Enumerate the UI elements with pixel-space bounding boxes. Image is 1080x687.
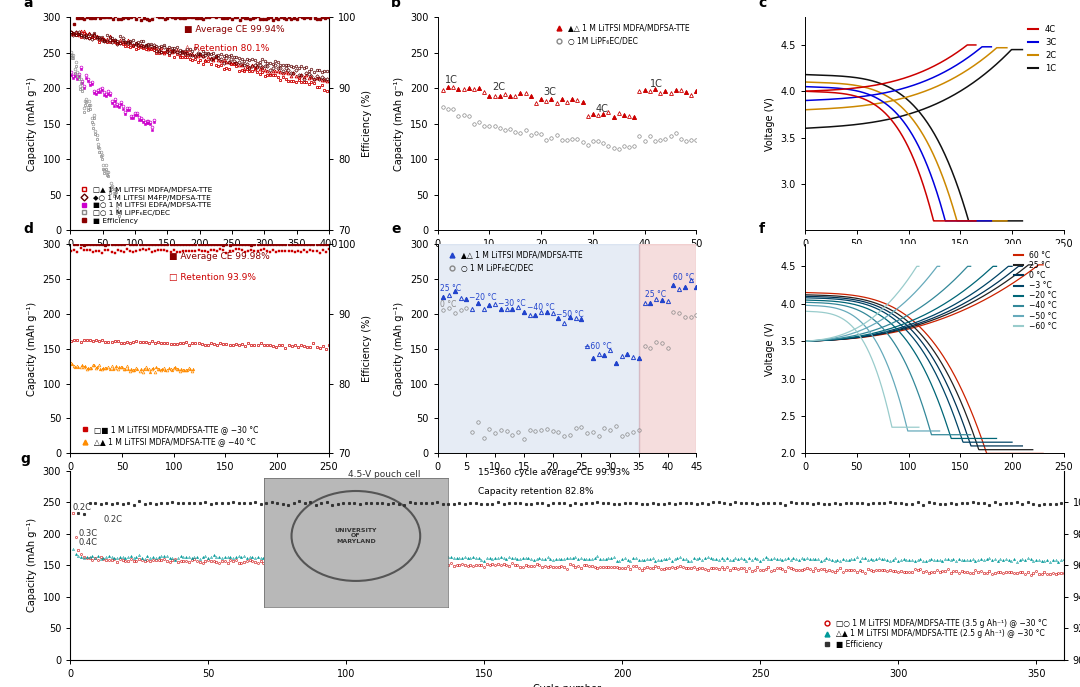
Text: 25 °C: 25 °C (441, 284, 461, 293)
X-axis label: Cycle number: Cycle number (165, 478, 233, 488)
Text: 60 °C: 60 °C (673, 273, 694, 282)
Y-axis label: Capacity (mAh g⁻¹): Capacity (mAh g⁻¹) (394, 302, 404, 396)
X-axis label: Cycle number: Cycle number (534, 684, 600, 687)
Text: g: g (21, 452, 30, 466)
Y-axis label: Voltage (V): Voltage (V) (765, 97, 775, 150)
Text: 0.3C: 0.3C (79, 529, 97, 538)
Text: 1C: 1C (650, 79, 663, 89)
Text: a: a (24, 0, 33, 10)
Text: −20 °C: −20 °C (469, 293, 497, 302)
Legend: ▲△ 1 M LiTFSI MDFA/MDFSA-TTE, ○ 1M LiPF₆EC/DEC: ▲△ 1 M LiTFSI MDFA/MDFSA-TTE, ○ 1M LiPF₆… (548, 21, 692, 49)
Text: ■ Average CE 99.98%: ■ Average CE 99.98% (168, 251, 269, 260)
Text: ■ Average CE 99.94%: ■ Average CE 99.94% (184, 25, 285, 34)
Text: 25 °C: 25 °C (645, 290, 665, 299)
Y-axis label: Capacity (mAh g⁻¹): Capacity (mAh g⁻¹) (27, 76, 37, 171)
Legend: ▲△ 1 M LiTFSI MDFA/MDFSA-TTE, ○ 1 M LiPF₆EC/DEC: ▲△ 1 M LiTFSI MDFA/MDFSA-TTE, ○ 1 M LiPF… (442, 248, 586, 275)
Text: b: b (391, 0, 401, 10)
Y-axis label: Efficiency (%): Efficiency (%) (362, 90, 372, 157)
Y-axis label: Voltage (V): Voltage (V) (765, 322, 775, 376)
Text: d: d (24, 223, 33, 236)
Legend: □○ 1 M LiTFSI MDFA/MDFSA-TTE (3.5 g Ah⁻¹) @ −30 °C, △▲ 1 M LiTFSI MDFA/MDFSA-TTE: □○ 1 M LiTFSI MDFA/MDFSA-TTE (3.5 g Ah⁻¹… (816, 616, 1050, 652)
X-axis label: Cycle number: Cycle number (534, 255, 600, 264)
Text: 1C: 1C (445, 75, 458, 85)
Text: c: c (758, 0, 767, 10)
Text: 4C: 4C (595, 104, 608, 113)
Y-axis label: Efficiency (%): Efficiency (%) (362, 315, 372, 382)
Text: f: f (758, 223, 765, 236)
Text: −60 °C: −60 °C (584, 341, 612, 350)
Text: −50 °C: −50 °C (555, 311, 583, 319)
X-axis label: Capacity (mAh g⁻¹): Capacity (mAh g⁻¹) (888, 255, 982, 264)
Text: 15–360 cycle average CE 99.93%: 15–360 cycle average CE 99.93% (477, 469, 630, 477)
Text: 4.5-V pouch cell: 4.5-V pouch cell (349, 470, 421, 480)
Text: 2C: 2C (492, 82, 505, 92)
X-axis label: Cycle number: Cycle number (165, 255, 233, 264)
Legend: 60 °C, 25 °C, 0 °C, −3 °C, −20 °C, −40 °C, −50 °C, −60 °C: 60 °C, 25 °C, 0 °C, −3 °C, −20 °C, −40 °… (1011, 248, 1059, 334)
Text: −30 °C: −30 °C (498, 299, 526, 308)
Legend: □▲ 1 M LiTFSI MDFA/MDFSA-TTE, ◆○ 1 M LiTFSI M4FP/MDFSA-TTE, ■○ 1 M LiTFSI EDFA/M: □▲ 1 M LiTFSI MDFA/MDFSA-TTE, ◆○ 1 M LiT… (73, 184, 215, 227)
Text: 0.4C: 0.4C (79, 538, 97, 547)
Bar (437, 244, 639, 453)
Text: 0.2C: 0.2C (104, 515, 122, 524)
Legend: □■ 1 M LiTFSI MDFA/MDFSA-TTE @ −30 °C, △▲ 1 M LiTFSI MDFA/MDFSA-TTE @ −40 °C: □■ 1 M LiTFSI MDFA/MDFSA-TTE @ −30 °C, △… (75, 422, 261, 449)
Y-axis label: Capacity (mAh g⁻¹): Capacity (mAh g⁻¹) (27, 518, 37, 612)
Y-axis label: Capacity (mAh g⁻¹): Capacity (mAh g⁻¹) (394, 76, 404, 171)
Text: −40 °C: −40 °C (527, 303, 554, 312)
Legend: 4C, 3C, 2C, 1C: 4C, 3C, 2C, 1C (1025, 21, 1059, 76)
Text: 0 °C: 0 °C (441, 300, 457, 308)
Text: 3C: 3C (543, 87, 556, 98)
Y-axis label: Capacity (mAh g⁻¹): Capacity (mAh g⁻¹) (27, 302, 37, 396)
Text: Capacity retention 82.8%: Capacity retention 82.8% (477, 487, 593, 496)
Text: □ Retention 93.9%: □ Retention 93.9% (168, 273, 256, 282)
X-axis label: Capacity (mAh g⁻¹): Capacity (mAh g⁻¹) (888, 478, 982, 488)
Text: e: e (391, 223, 401, 236)
Text: 0.2C: 0.2C (73, 503, 92, 512)
X-axis label: Cycle number: Cycle number (534, 478, 600, 488)
Text: △ Retention 80.1%: △ Retention 80.1% (184, 44, 269, 54)
Bar (639, 244, 697, 453)
